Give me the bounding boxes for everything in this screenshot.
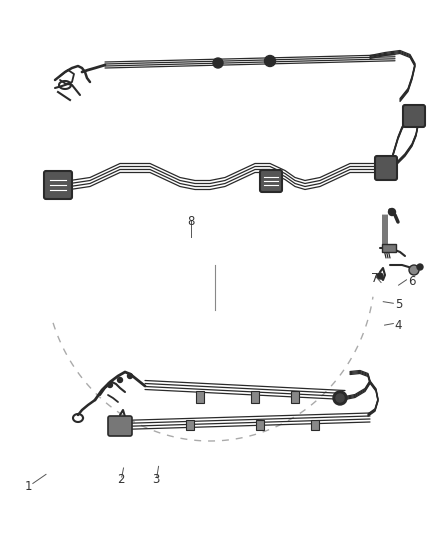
Text: 3: 3	[152, 473, 159, 486]
Text: 8: 8	[187, 215, 194, 228]
Circle shape	[377, 273, 383, 279]
Bar	[196, 391, 204, 403]
FancyBboxPatch shape	[44, 171, 72, 199]
Circle shape	[336, 394, 344, 402]
Text: 6: 6	[408, 275, 416, 288]
Circle shape	[107, 383, 113, 387]
Bar	[256, 420, 264, 430]
Bar	[382, 244, 396, 252]
Circle shape	[127, 374, 133, 378]
Text: 4: 4	[395, 319, 403, 332]
Text: 2: 2	[117, 473, 124, 486]
Circle shape	[213, 58, 223, 68]
Bar	[251, 391, 259, 403]
Circle shape	[417, 264, 423, 270]
Circle shape	[333, 391, 347, 405]
Circle shape	[389, 208, 396, 215]
FancyBboxPatch shape	[108, 416, 132, 436]
FancyBboxPatch shape	[403, 105, 425, 127]
Text: 7: 7	[371, 272, 378, 285]
FancyBboxPatch shape	[260, 170, 282, 192]
Circle shape	[117, 377, 123, 383]
Text: 1: 1	[25, 480, 32, 492]
Circle shape	[409, 265, 419, 275]
Bar	[291, 391, 299, 403]
Text: 5: 5	[395, 298, 402, 311]
Bar	[311, 420, 319, 430]
Bar	[186, 420, 194, 430]
FancyBboxPatch shape	[375, 156, 397, 180]
Circle shape	[265, 55, 276, 67]
